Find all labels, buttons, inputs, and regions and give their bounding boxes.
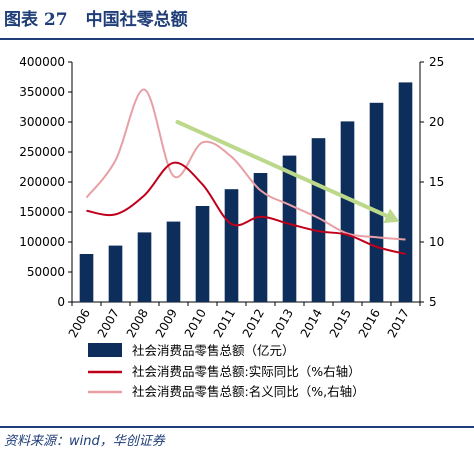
- left-axis-tick-label: 200000: [19, 175, 65, 189]
- x-axis-tick-label: 2012: [240, 307, 267, 340]
- x-axis-tick-label: 2016: [356, 307, 383, 340]
- source-note: 资料来源：wind，华创证券: [4, 434, 165, 449]
- bar-retail-sales: [311, 138, 326, 302]
- bar-retail-sales: [369, 102, 384, 302]
- left-axis-tick-label: 300000: [19, 115, 65, 129]
- bar-retail-sales: [398, 82, 413, 303]
- legend-label-real-growth: 社会消费品零售总额:实际同比（%右轴）: [132, 364, 361, 379]
- right-axis-tick-label: 5: [429, 295, 437, 309]
- left-axis-tick-label: 250000: [19, 145, 65, 159]
- legend-swatch-bars: [88, 343, 122, 357]
- left-axis-tick-label: 350000: [19, 85, 65, 99]
- left-axis-tick-label: 150000: [19, 205, 65, 219]
- bar-retail-sales: [79, 254, 94, 302]
- line-nominal-growth: [85, 88, 406, 241]
- x-axis-tick-label: 2006: [66, 307, 93, 340]
- bar-retail-sales: [224, 189, 239, 302]
- x-axis-tick-label: 2008: [124, 307, 151, 340]
- legend-label-nominal-growth: 社会消费品零售总额:名义同比（%,右轴）: [132, 384, 365, 399]
- bar-retail-sales: [166, 221, 181, 302]
- x-axis-tick-label: 2011: [211, 307, 238, 340]
- right-axis-tick-label: 25: [429, 55, 444, 69]
- left-axis-tick-label: 0: [57, 295, 65, 309]
- bar-retail-sales: [137, 232, 152, 302]
- figure-title: 图表 27 中国社零总额: [4, 6, 188, 34]
- right-axis-tick-label: 20: [429, 115, 444, 129]
- trend-arrow-shaft: [175, 120, 389, 218]
- x-axis-tick-label: 2017: [385, 307, 412, 340]
- line-real-growth: [86, 161, 406, 255]
- figure-title-text: 中国社零总额: [85, 10, 188, 30]
- x-axis-tick-label: 2015: [327, 307, 354, 340]
- legend-label-bars: 社会消费品零售总额（亿元）: [132, 343, 295, 358]
- left-axis-tick-label: 50000: [27, 265, 65, 279]
- bar-retail-sales: [340, 121, 355, 303]
- x-axis-tick-label: 2009: [153, 307, 180, 340]
- bar-retail-sales: [282, 155, 297, 302]
- right-axis-tick-label: 15: [429, 175, 444, 189]
- x-axis-tick-label: 2007: [95, 307, 122, 340]
- title-rule: [0, 38, 474, 40]
- retail-sales-chart: 0 50000 100000 150000 200000 250000 300000 3500…: [19, 55, 444, 399]
- bar-retail-sales: [253, 173, 268, 302]
- left-axis-tick-label: 100000: [19, 235, 65, 249]
- x-axis-tick-label: 2013: [269, 307, 296, 340]
- source-rule: [0, 426, 474, 428]
- trend-arrow-head: [383, 208, 400, 224]
- right-axis-tick-label: 10: [429, 235, 444, 249]
- bar-retail-sales: [195, 206, 210, 302]
- x-axis-tick-label: 2010: [182, 307, 209, 340]
- bar-retail-sales: [108, 245, 123, 302]
- figure-number: 图表 27: [4, 10, 68, 30]
- left-axis-tick-label: 400000: [19, 55, 65, 69]
- x-axis-tick-label: 2014: [298, 307, 325, 340]
